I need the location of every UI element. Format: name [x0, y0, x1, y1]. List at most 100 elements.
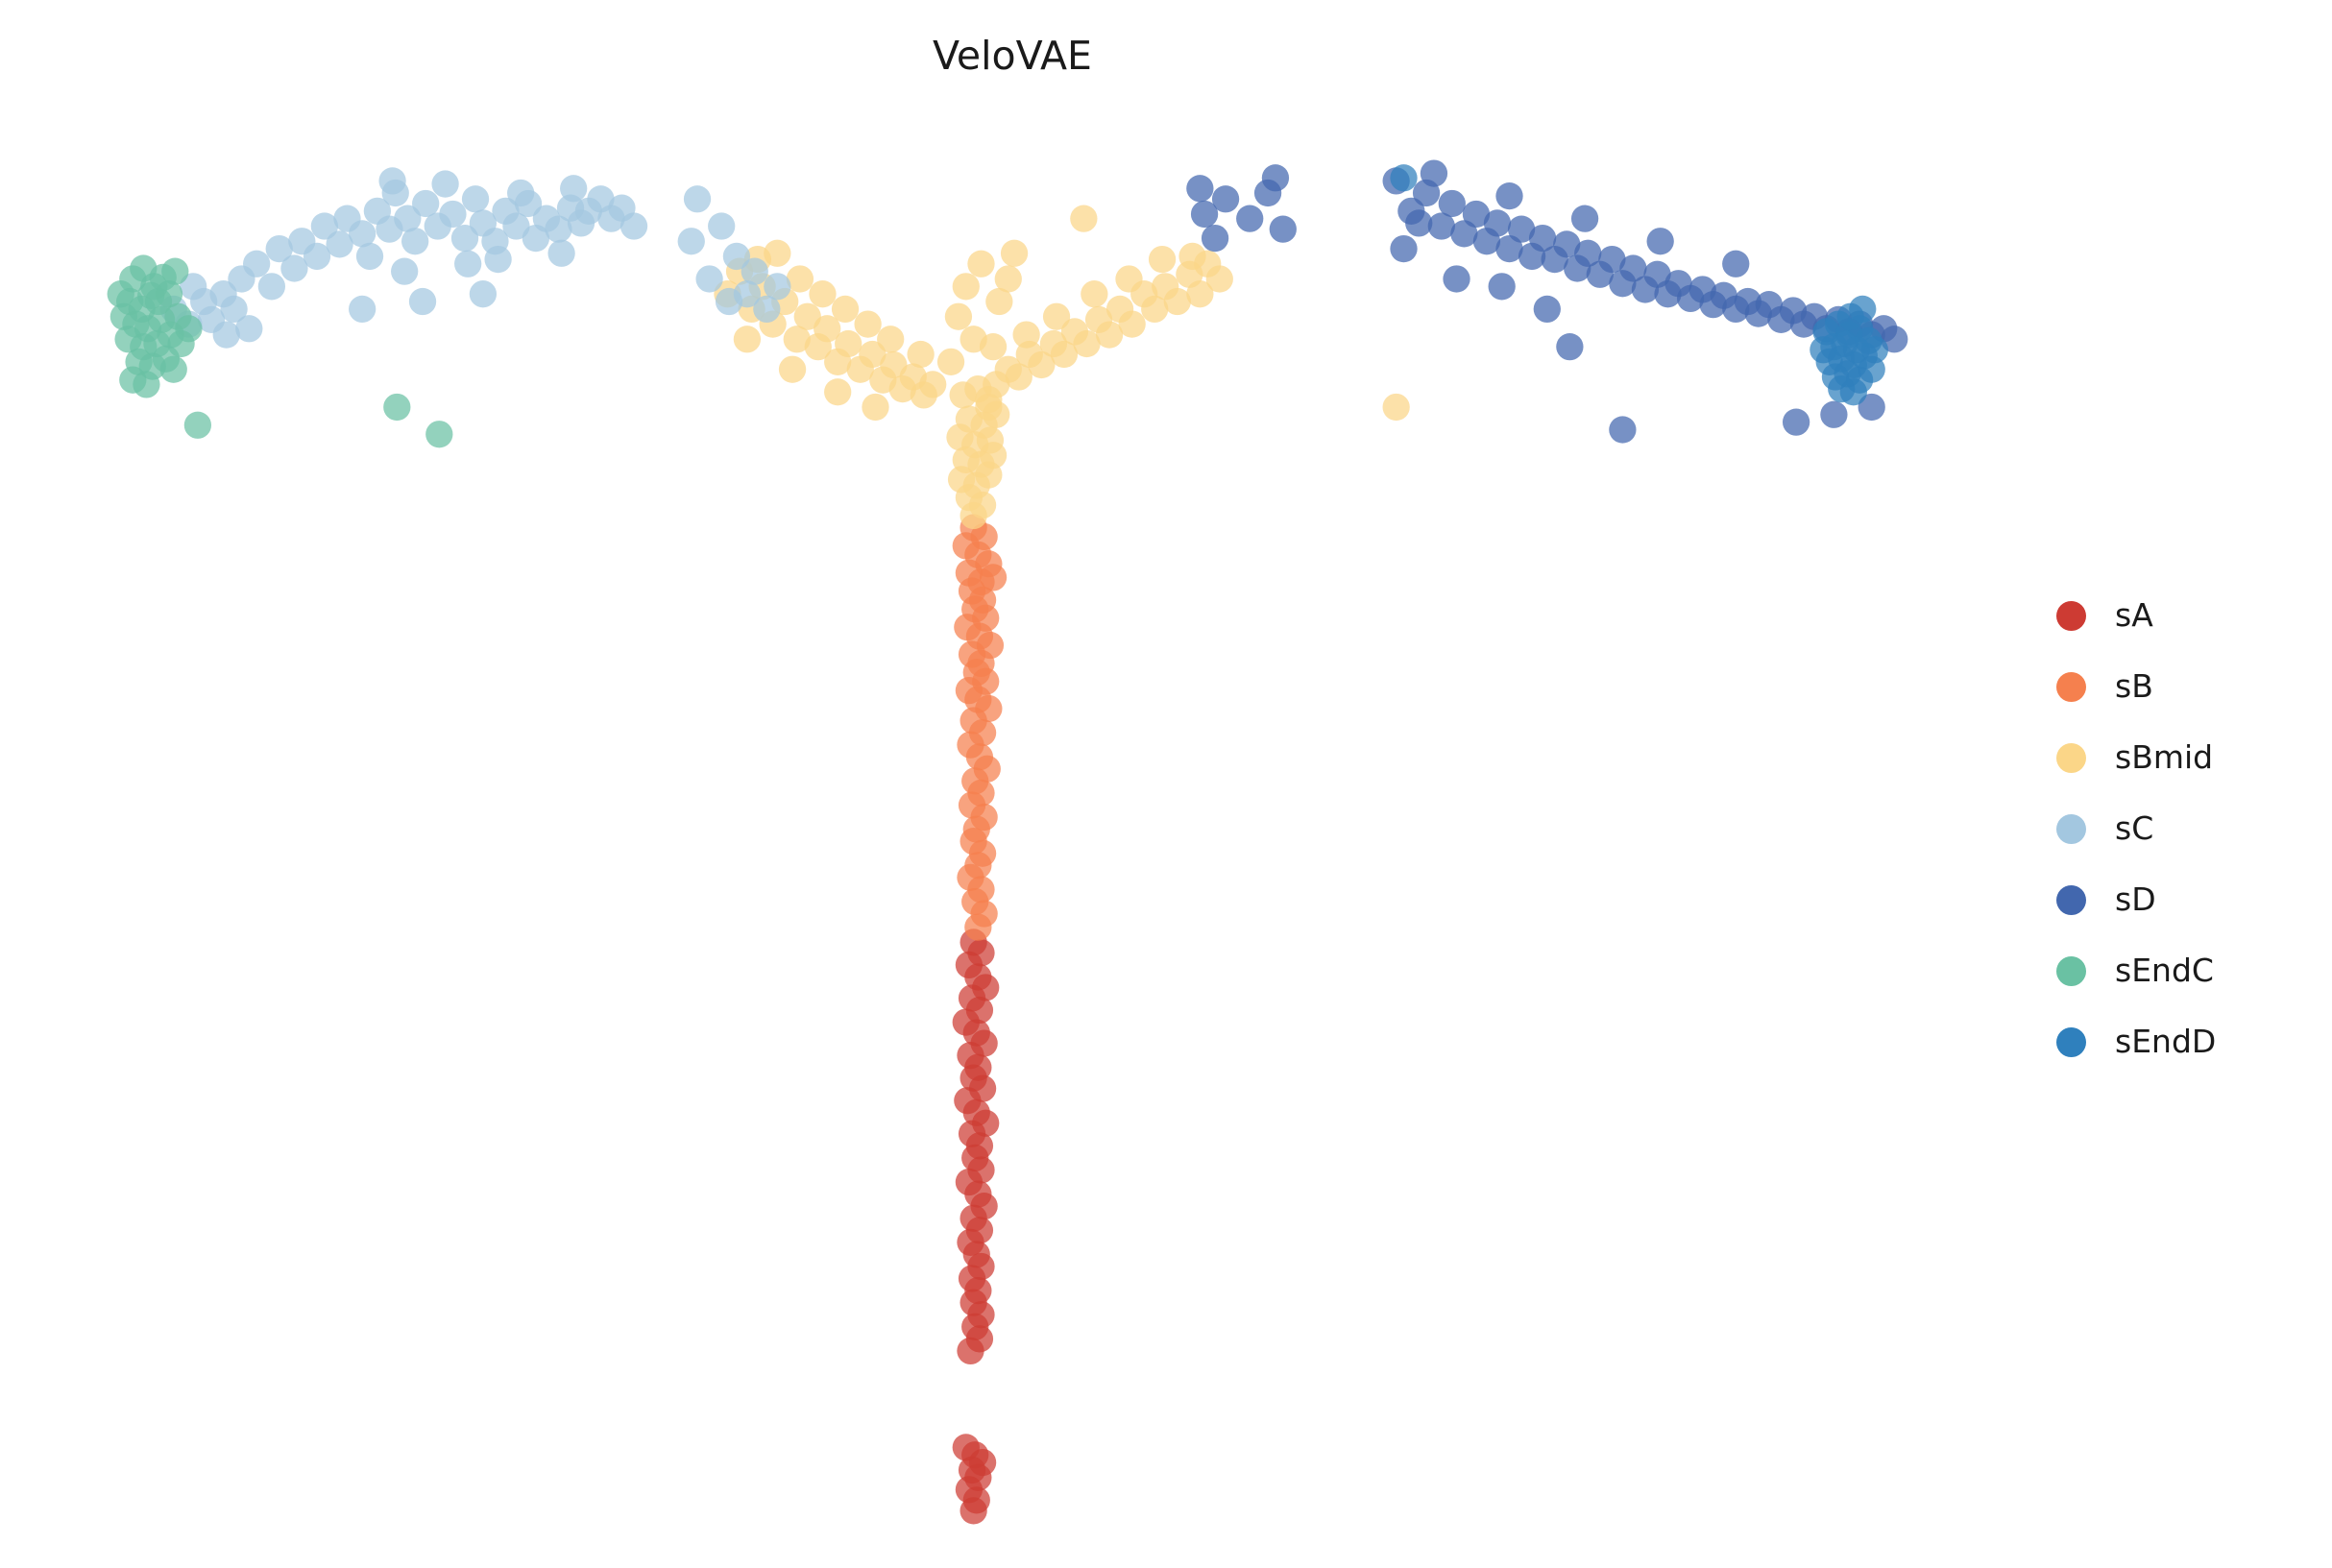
- scatter-point-sBmid: [975, 461, 1003, 489]
- scatter-point-sC: [469, 280, 498, 308]
- scatter-point-sD: [1201, 224, 1229, 253]
- scatter-point-sD: [1420, 159, 1448, 187]
- scatter-point-sEndC: [133, 371, 160, 398]
- scatter-point-sC: [545, 215, 572, 243]
- scatter-point-sBmid: [994, 265, 1022, 293]
- scatter-point-sD: [1574, 239, 1602, 267]
- legend-label-sD: sD: [2115, 880, 2156, 918]
- legend-label-sEndD: sEndD: [2115, 1023, 2217, 1060]
- scatter-point-sBmid: [1012, 321, 1040, 349]
- legend-swatch-sA: [2056, 600, 2086, 631]
- scatter-point-sBmid: [1060, 318, 1089, 346]
- scatter-point-sC: [547, 239, 575, 267]
- scatter-point-sC: [619, 212, 648, 240]
- scatter-point-sEndC: [425, 421, 453, 448]
- scatter-point-sD: [1507, 215, 1536, 243]
- series-sC: [159, 167, 791, 349]
- scatter-point-sEndD: [1860, 336, 1888, 364]
- scatter-point-sD: [1488, 273, 1516, 301]
- scatter-point-sBmid: [967, 250, 995, 277]
- scatter-point-sC: [257, 273, 286, 301]
- scatter-point-sD: [1443, 265, 1470, 293]
- scatter-point-sC: [401, 228, 429, 255]
- scatter-point-sC: [355, 242, 384, 271]
- scatter-point-sD: [1553, 230, 1581, 258]
- scatter-point-sBmid: [793, 302, 821, 330]
- scatter-point-sC: [235, 315, 263, 343]
- scatter-point-sD: [1858, 393, 1885, 422]
- scatter-point-sD: [1186, 175, 1214, 203]
- scatter-point-sEndD: [1849, 295, 1877, 324]
- scatter-point-sBmid: [880, 350, 908, 379]
- scatter-point-sEndC: [183, 411, 212, 439]
- scatter-point-sD: [1609, 416, 1637, 444]
- series-sD: [1186, 159, 1908, 444]
- scatter-point-sC: [450, 224, 479, 253]
- scatter-point-sD: [1483, 209, 1512, 237]
- series-sA: [952, 929, 1000, 1525]
- series-sB: [952, 514, 1008, 941]
- scatter-point-sBmid: [1084, 305, 1113, 334]
- scatter-point-sBmid: [1000, 239, 1029, 267]
- legend-swatch-sD: [2056, 884, 2086, 915]
- scatter-point-sBmid: [985, 287, 1013, 316]
- legend: sA sB sBmid sC sD sEndC sEndD: [2056, 592, 2216, 1065]
- scatter-point-sC: [310, 212, 339, 240]
- scatter-point-sD: [1533, 295, 1561, 324]
- scatter-point-sBmid: [907, 340, 935, 369]
- legend-swatch-sC: [2056, 813, 2086, 844]
- scatter-point-sC: [715, 287, 743, 316]
- scatter-point-sC: [764, 273, 791, 301]
- scatter-point-sD: [1450, 220, 1478, 248]
- scatter-point-sBmid: [1081, 280, 1108, 308]
- scatter-point-sEndD: [1390, 164, 1418, 192]
- scatter-point-sC: [326, 230, 353, 258]
- scatter-point-sC: [303, 242, 331, 271]
- scatter-point-sD: [1190, 200, 1219, 229]
- scatter-point-sD: [1722, 250, 1750, 277]
- scatter-point-sD: [1598, 245, 1626, 274]
- scatter-point-sC: [722, 242, 751, 271]
- scatter-point-sD: [1528, 224, 1557, 253]
- scatter-point-sC: [461, 185, 490, 213]
- scatter-point-sD: [1405, 209, 1433, 237]
- scatter-point-sBmid: [786, 265, 814, 293]
- scatter-point-sC: [431, 170, 459, 198]
- scatter-point-sC: [243, 250, 271, 277]
- scatter-point-sD: [1438, 189, 1466, 218]
- scatter-point-sC: [391, 257, 419, 285]
- scatter-point-sBmid: [960, 501, 987, 530]
- scatter-point-sD: [1782, 408, 1810, 436]
- scatter-point-sBmid: [831, 295, 860, 324]
- scatter-point-sBmid: [952, 273, 980, 301]
- scatter-point-sC: [683, 185, 712, 213]
- scatter-point-sC: [695, 265, 723, 293]
- scatter-point-sC: [677, 228, 705, 255]
- scatter-point-sC: [349, 295, 377, 324]
- scatter-point-sBmid: [1105, 295, 1134, 324]
- scatter-point-sEndD: [1810, 336, 1837, 364]
- scatter-point-sBmid: [733, 326, 762, 353]
- scatter-point-sBmid: [824, 378, 852, 406]
- legend-label-sBmid: sBmid: [2115, 738, 2214, 776]
- scatter-point-sEndC: [109, 302, 138, 330]
- scatter-point-sD: [1495, 234, 1523, 263]
- scatter-point-sC: [212, 321, 240, 349]
- scatter-point-sB: [979, 564, 1008, 591]
- series-sBmid: [714, 205, 1410, 530]
- legend-swatch-sEndC: [2056, 955, 2086, 986]
- scatter-point-sD: [1570, 205, 1599, 232]
- scatter-point-sD: [1820, 400, 1848, 428]
- legend-item-sBmid: sBmid: [2056, 735, 2216, 781]
- chart-title: VeloVAE: [933, 33, 1092, 79]
- scatter-point-sC: [484, 245, 512, 274]
- scatter-point-sC: [180, 273, 207, 301]
- series-sEndD: [1390, 164, 1888, 406]
- scatter-point-sBmid: [919, 371, 947, 398]
- scatter-point-sBmid: [862, 393, 889, 422]
- scatter-point-sA: [960, 1497, 987, 1525]
- legend-swatch-sBmid: [2056, 742, 2086, 773]
- scatter-point-sC: [507, 179, 535, 207]
